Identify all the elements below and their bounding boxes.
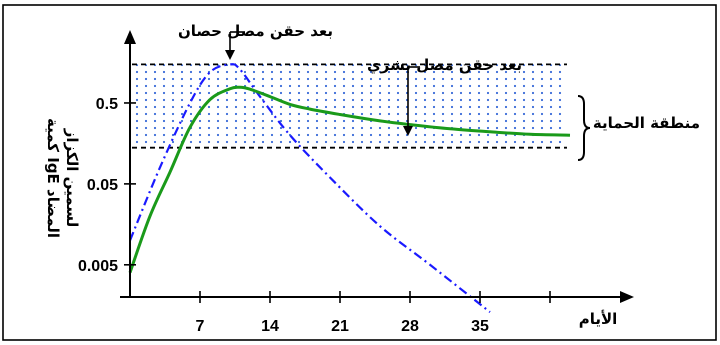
series-horse-serum-line	[128, 63, 491, 313]
y-axis-label: كمية IgE المضاد لسمين الكزاز	[44, 118, 81, 238]
x-tick-label: 14	[261, 318, 279, 335]
y-tick-label: 0.05	[87, 177, 118, 194]
annotation-horse-serum: بعد حقن مصل حصان	[178, 22, 333, 40]
y-axis-arrow	[124, 30, 136, 44]
y-tick-label: 0.5	[96, 96, 118, 113]
outer-frame	[2, 4, 717, 341]
x-axis-arrow	[620, 291, 634, 303]
x-tick-label: 28	[401, 318, 419, 335]
y-axis-label-line1: كمية IgE المضاد	[44, 118, 62, 238]
protection-zone	[132, 63, 567, 149]
zone-brace	[577, 95, 591, 161]
series-layer	[128, 63, 571, 313]
protection-zone-band	[132, 64, 567, 148]
annotations: بعد حقن مصل حصان بعد حقن مصل بشري	[178, 22, 522, 136]
protection-zone-bracket: منطقة الحماية	[577, 95, 700, 161]
x-axis-label: الأيام	[579, 310, 618, 328]
y-ticks: 0.005 0.05 0.5	[78, 96, 136, 275]
x-tick-label: 21	[331, 318, 349, 335]
annotation-human-arrowhead	[403, 126, 413, 136]
x-tick-label: 7	[196, 318, 205, 335]
series-human-serum-line	[128, 85, 571, 274]
protection-zone-label: منطقة الحماية	[593, 114, 700, 132]
y-tick-label: 0.005	[78, 258, 118, 275]
annotation-horse-arrowhead	[225, 50, 235, 60]
y-axis-label-line2: لسمين الكزاز	[63, 128, 81, 227]
x-tick-label: 35	[471, 318, 489, 335]
annotation-human-serum: بعد حقن مصل بشري	[367, 56, 522, 75]
axes	[120, 30, 634, 303]
x-ticks: 7 14 21 28 35	[196, 291, 551, 335]
